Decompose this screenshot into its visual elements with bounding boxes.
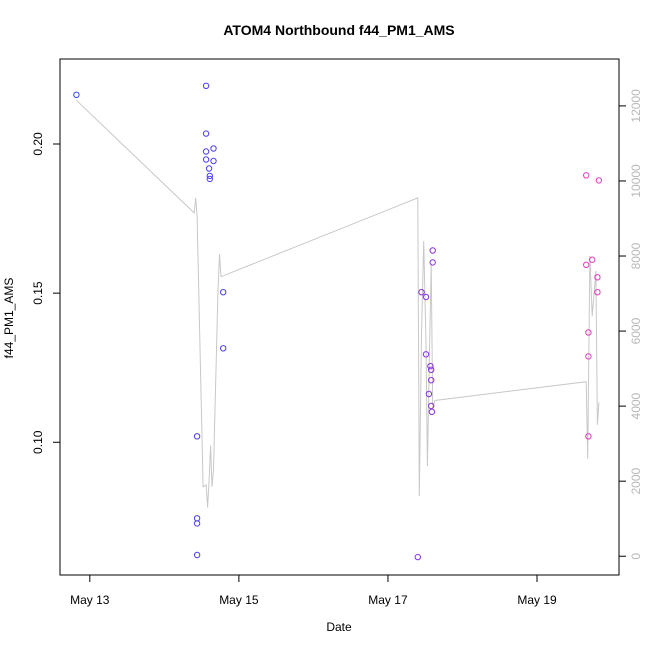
plot-area-frame [59,58,620,576]
data-point [583,172,590,179]
x-tick-label: May 19 [517,593,557,607]
data-point [202,156,210,163]
data-point [428,377,435,384]
y-axis-label: f44_PM1_AMS [2,278,16,359]
y2-tick-label: 12000 [629,89,643,123]
data-point [202,148,210,155]
data-point [193,520,201,527]
data-point [73,91,80,99]
y2-tick-label: 2000 [629,468,643,495]
data-point [422,293,430,301]
y2-tick-label: 6000 [629,317,643,344]
data-point [418,289,425,296]
data-point [205,165,213,172]
series-line [76,99,600,508]
data-point [428,408,436,415]
data-point [193,551,201,559]
y-axis-left: 0.10 0.15 0.20 [31,132,61,454]
data-point [427,363,434,370]
data-point [585,329,592,336]
data-point [585,433,592,440]
x-tick-label: May 13 [70,593,110,607]
y2-tick-label: 8000 [629,242,643,269]
chart-title: ATOM4 Northbound f44_PM1_AMS [223,22,454,38]
data-point [429,247,436,254]
data-point [202,130,210,137]
data-point [428,366,435,373]
data-point [210,145,217,152]
data-point [202,82,210,90]
y-axis-right: 0 2000 4000 6000 8000 10000 12000 [618,89,643,560]
data-point [595,177,603,184]
data-point [206,175,214,183]
y2-tick-label: 0 [629,553,643,560]
x-axis-label: Date [326,620,352,634]
y2-tick-label: 4000 [629,392,643,419]
y-tick-label: 0.20 [31,132,45,156]
data-point [583,261,590,268]
x-tick-label: May 17 [368,593,408,607]
y-tick-label: 0.10 [31,430,45,454]
y-tick-label: 0.15 [31,281,45,305]
data-point [210,157,217,165]
data-point [193,515,201,522]
scatter-points [73,82,603,561]
data-point [422,351,430,358]
x-tick-label: May 15 [219,593,259,607]
data-point [589,256,596,263]
y2-tick-label: 10000 [629,164,643,198]
data-point [585,353,592,360]
x-axis: May 13 May 15 May 17 May 19 [70,574,557,607]
data-point [594,289,601,296]
data-point [206,172,214,180]
data-point [428,402,435,410]
data-point [594,274,601,281]
data-point [425,390,433,398]
secondary-series-line [76,99,600,508]
data-point [193,433,201,440]
data-point [220,289,227,296]
data-point [414,553,421,561]
data-point [429,259,436,266]
data-point [220,345,227,352]
